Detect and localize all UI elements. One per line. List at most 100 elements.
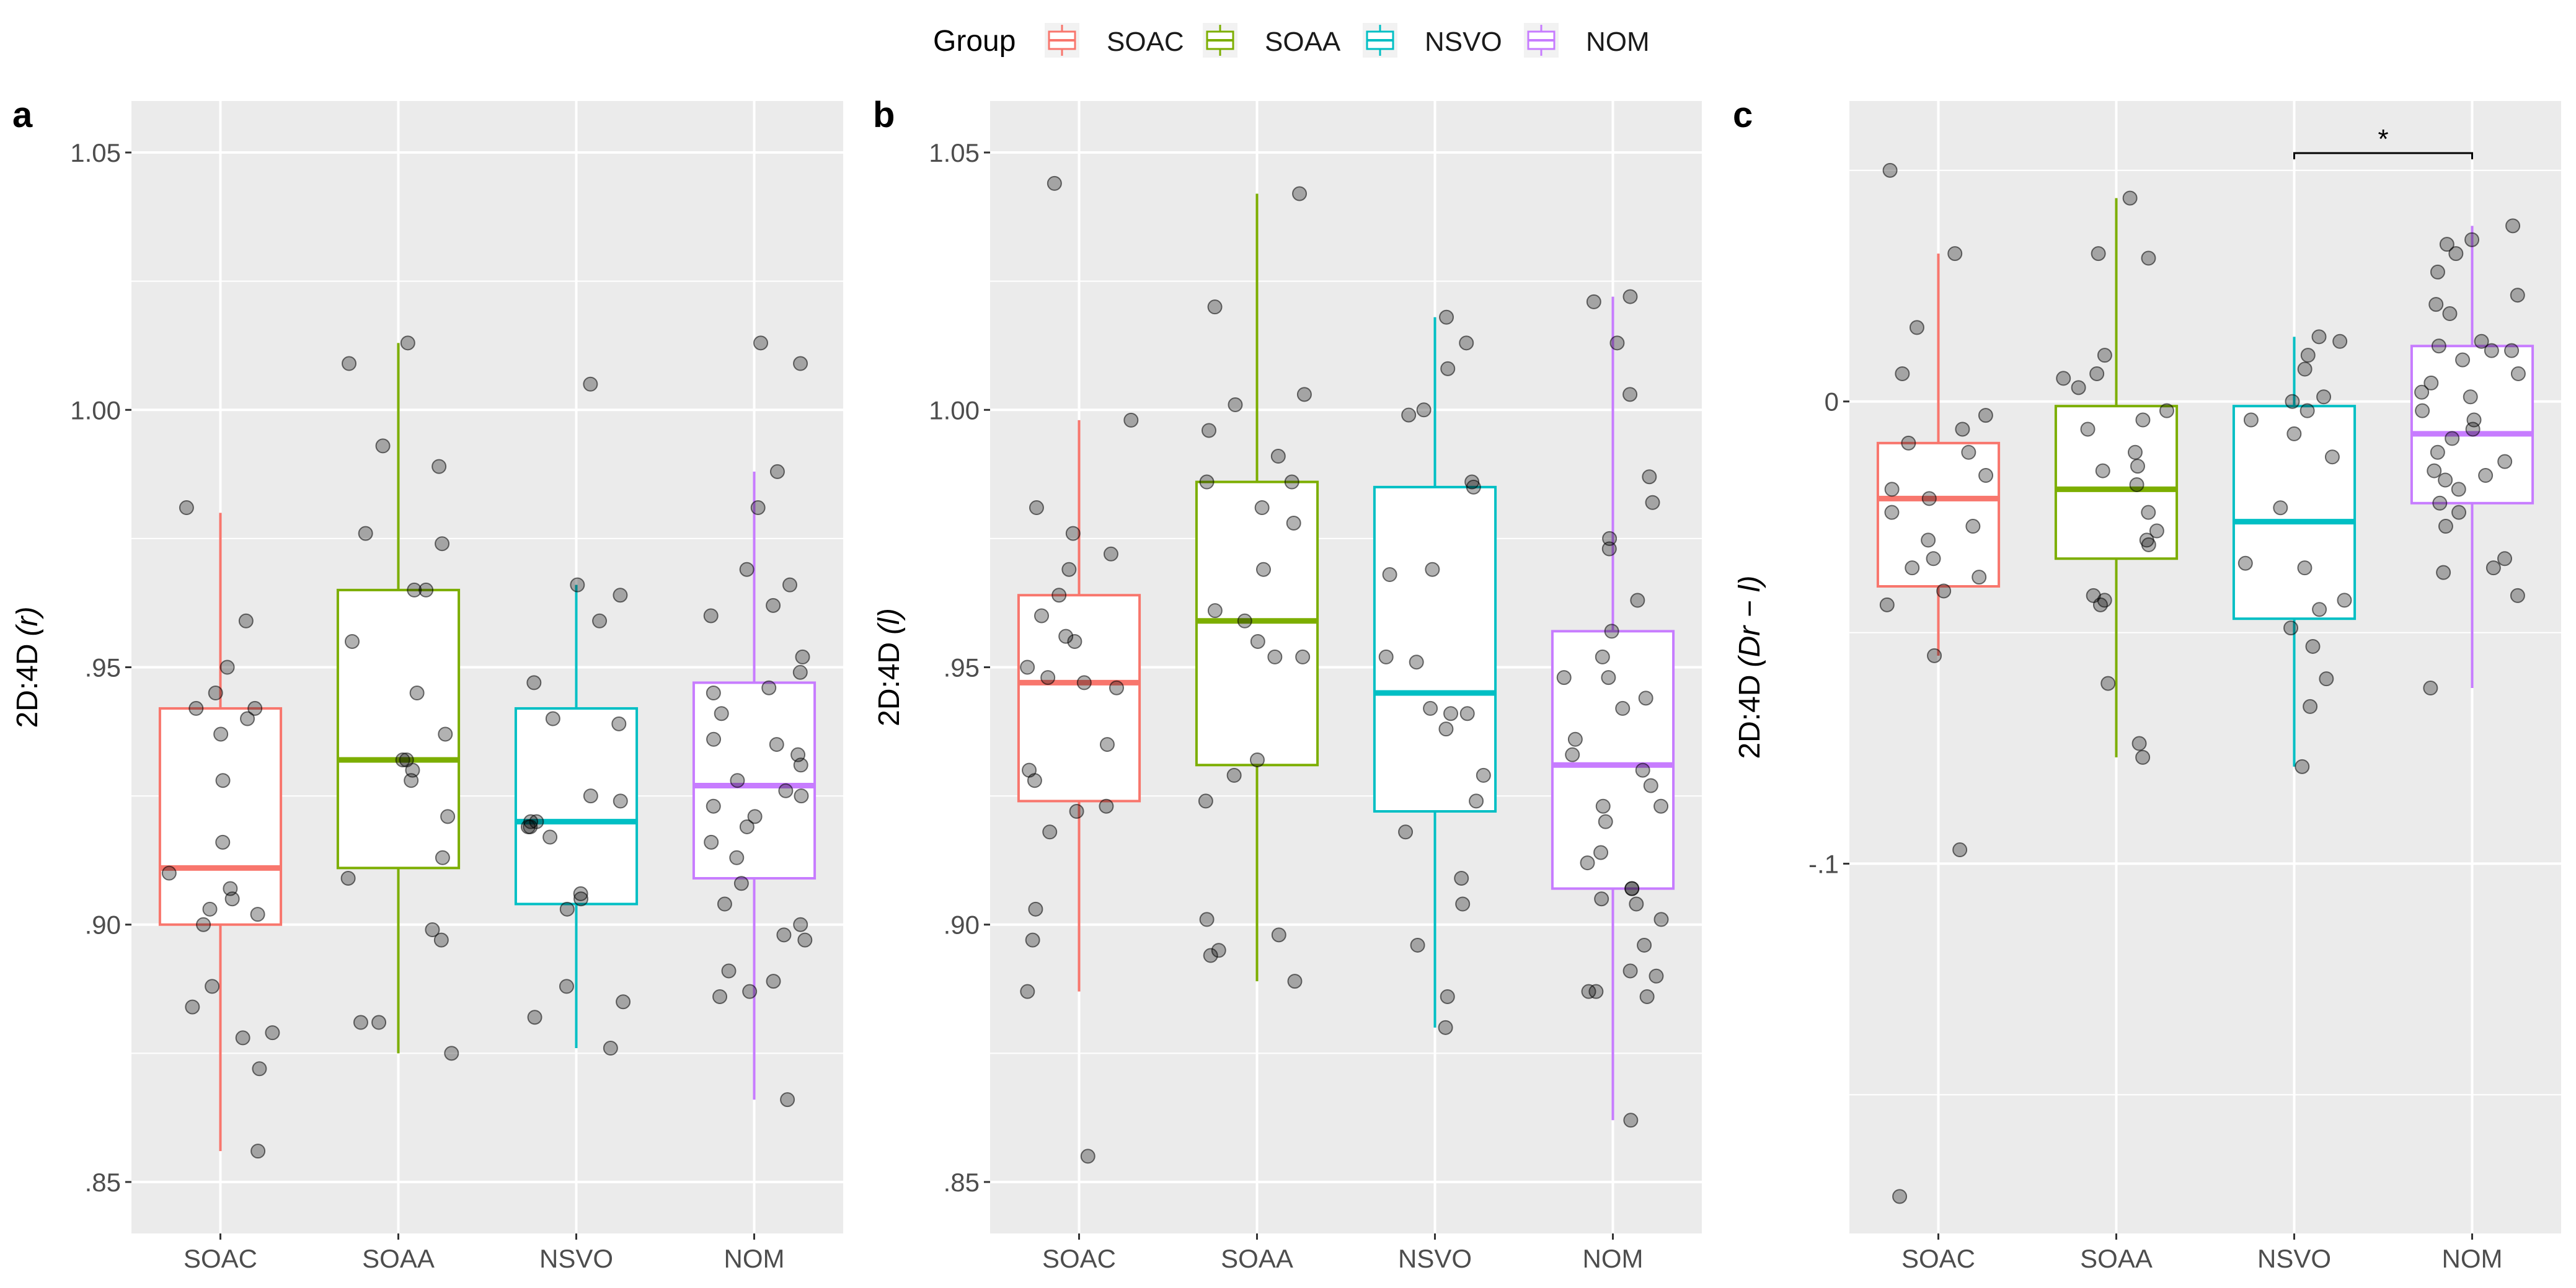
y-tick-label: 1.00 <box>929 395 980 425</box>
data-point <box>2438 472 2453 488</box>
data-point <box>407 582 422 598</box>
data-point <box>1198 793 1213 809</box>
data-point <box>215 834 231 850</box>
data-point <box>2299 403 2315 418</box>
data-point <box>797 932 813 948</box>
data-point <box>1034 608 1050 624</box>
data-point <box>2474 333 2489 349</box>
data-point <box>1615 700 1631 716</box>
x-tick-label: SOAA <box>362 1244 435 1273</box>
box-nsvo <box>1373 309 1497 1035</box>
data-point <box>1287 974 1303 989</box>
iqr-box <box>1551 630 1675 890</box>
data-point <box>739 562 755 577</box>
data-point <box>2273 500 2288 516</box>
data-point <box>1207 603 1223 619</box>
data-point <box>2071 380 2086 395</box>
y-tick-label: -.1 <box>1808 849 1839 878</box>
box-soac <box>1017 175 1141 1164</box>
data-point <box>1201 423 1216 438</box>
data-point <box>2497 551 2513 567</box>
data-point <box>611 716 627 731</box>
data-point <box>1622 963 1638 979</box>
data-point <box>1961 444 1976 460</box>
data-point <box>2464 232 2480 247</box>
data-point <box>2092 597 2108 612</box>
panel-label: b <box>873 95 895 135</box>
data-point <box>769 737 784 752</box>
data-point <box>1439 309 1454 325</box>
panel-label: c <box>1733 95 1753 135</box>
data-point <box>1203 948 1218 963</box>
data-point <box>435 536 450 552</box>
data-point <box>1020 659 1035 675</box>
data-point <box>345 633 360 649</box>
data-point <box>1051 588 1067 603</box>
data-point <box>1609 335 1625 351</box>
data-point <box>1909 320 1924 335</box>
data-point <box>778 783 794 798</box>
data-point <box>1255 562 1271 577</box>
data-point <box>616 994 631 1010</box>
data-point <box>2149 523 2164 539</box>
data-point <box>795 649 810 664</box>
data-point <box>1586 294 1601 309</box>
data-point <box>265 1025 280 1041</box>
data-point <box>1455 896 1471 912</box>
data-point <box>440 809 456 824</box>
data-point <box>1639 989 1655 1004</box>
data-point <box>792 664 808 680</box>
data-point <box>2243 412 2259 428</box>
data-point <box>1410 937 1425 953</box>
data-point <box>205 979 220 994</box>
data-point <box>2129 477 2144 492</box>
data-point <box>2097 348 2112 363</box>
data-point <box>613 793 628 809</box>
data-point <box>570 577 585 593</box>
data-point <box>542 829 558 845</box>
x-tick-label: SOAC <box>184 1244 257 1273</box>
data-point <box>1581 984 1596 999</box>
data-point <box>2095 463 2110 479</box>
data-point <box>1921 532 1936 548</box>
data-point <box>2305 638 2321 654</box>
data-point <box>353 1015 368 1030</box>
legend: Group SOAC SOAA NSVO NOM <box>933 23 1650 58</box>
data-point <box>1401 407 1417 423</box>
data-point <box>703 608 719 624</box>
data-point <box>2451 505 2467 520</box>
data-point <box>721 963 737 979</box>
data-point <box>706 686 721 701</box>
x-tick-label: NSVO <box>539 1244 613 1273</box>
data-point <box>2465 421 2481 437</box>
data-point <box>1270 449 1286 464</box>
y-tick-label: .95 <box>944 653 980 682</box>
data-point <box>1249 752 1265 767</box>
data-point <box>750 500 766 516</box>
data-point <box>1653 912 1669 927</box>
data-point <box>1965 519 1981 534</box>
data-point <box>433 932 449 948</box>
data-point <box>592 613 608 629</box>
y-axis-title-symbol: (r) <box>11 606 44 636</box>
data-point <box>1882 162 1898 178</box>
data-point <box>2141 505 2156 520</box>
x-tick-label: NOM <box>724 1244 785 1273</box>
data-point <box>526 675 542 690</box>
data-point <box>2311 329 2327 345</box>
data-point <box>2436 565 2451 580</box>
data-point <box>179 500 194 516</box>
data-point <box>395 752 410 767</box>
box-nsvo <box>2232 329 2357 774</box>
data-point <box>1029 500 1044 516</box>
data-point <box>1099 737 1115 752</box>
data-point <box>1028 901 1043 917</box>
data-point <box>213 726 229 742</box>
box-nom <box>2410 218 2534 696</box>
data-point <box>1109 680 1124 695</box>
data-point <box>400 335 415 351</box>
box-soaa <box>2054 190 2179 765</box>
data-point <box>1296 387 1312 402</box>
data-point <box>371 1015 387 1030</box>
